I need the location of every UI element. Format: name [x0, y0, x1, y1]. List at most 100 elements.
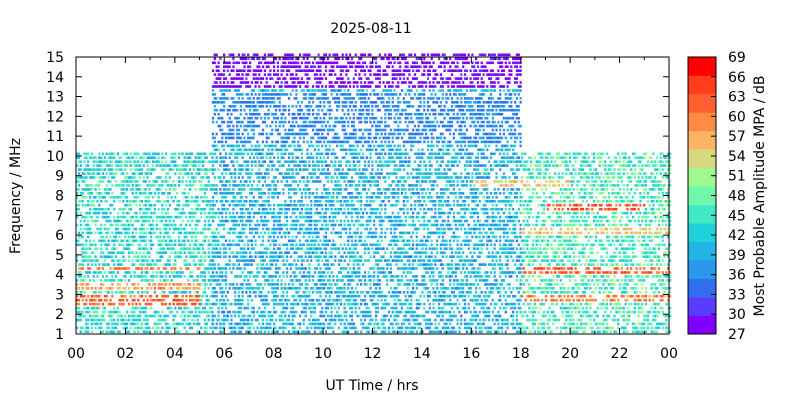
heatmap-cell	[194, 291, 197, 294]
heatmap-cell	[276, 77, 279, 80]
heatmap-cell	[263, 200, 266, 203]
heatmap-cell	[287, 168, 291, 171]
heatmap-cell	[92, 243, 95, 247]
heatmap-cell	[133, 275, 136, 278]
heatmap-cell	[243, 69, 246, 72]
heatmap-cell	[315, 326, 318, 330]
heatmap-cell	[219, 152, 222, 156]
heatmap-cell	[223, 156, 226, 159]
heatmap-cell	[339, 120, 342, 124]
heatmap-cell	[265, 251, 268, 254]
heatmap-cell	[313, 196, 316, 199]
heatmap-cell	[256, 287, 259, 290]
heatmap-cell	[116, 306, 119, 310]
heatmap-cell	[139, 156, 142, 159]
heatmap-cell	[269, 61, 272, 65]
heatmap-cell	[241, 291, 244, 294]
heatmap-cell	[89, 196, 92, 199]
heatmap-cell	[181, 168, 184, 171]
heatmap-cell	[170, 243, 173, 247]
heatmap-cell	[153, 283, 156, 286]
heatmap-cell	[315, 132, 318, 136]
heatmap-cell	[133, 176, 136, 179]
heatmap-cell	[148, 294, 151, 298]
heatmap-cell	[326, 314, 329, 318]
heatmap-cell	[334, 97, 337, 100]
heatmap-cell	[187, 322, 190, 326]
heatmap-cell	[211, 61, 215, 65]
heatmap-cell	[315, 255, 318, 258]
heatmap-cell	[256, 112, 259, 116]
heatmap-cell	[328, 61, 331, 65]
heatmap-cell	[189, 211, 192, 215]
heatmap-cell	[326, 287, 329, 290]
heatmap-cell	[310, 322, 313, 326]
heatmap-cell	[245, 164, 248, 167]
heatmap-cell	[336, 247, 339, 250]
heatmap-cell	[211, 255, 215, 258]
heatmap-cell	[328, 164, 331, 167]
heatmap-cell	[261, 176, 265, 179]
heatmap-cell	[187, 314, 190, 318]
heatmap-cell	[263, 112, 266, 116]
heatmap-cell	[176, 271, 179, 274]
heatmap-cell	[302, 89, 305, 92]
heatmap-cell	[310, 310, 313, 314]
heatmap-cell	[337, 85, 341, 88]
heatmap-cell	[166, 314, 169, 318]
heatmap-cell	[243, 148, 246, 152]
heatmap-cell	[273, 69, 276, 72]
heatmap-cell	[127, 330, 131, 334]
heatmap-cell	[215, 101, 218, 104]
heatmap-cell	[177, 215, 181, 219]
heatmap-cell	[286, 65, 289, 68]
heatmap-cell	[302, 203, 305, 207]
heatmap-cell	[339, 279, 342, 282]
heatmap-cell	[76, 180, 79, 183]
heatmap-cell	[152, 267, 155, 270]
heatmap-cell	[153, 207, 156, 211]
heatmap-cell	[289, 227, 292, 231]
heatmap-cell	[213, 215, 216, 219]
heatmap-cell	[192, 322, 195, 326]
heatmap-cell	[202, 231, 205, 235]
heatmap-cell	[103, 156, 106, 159]
heatmap-cell	[228, 85, 231, 88]
heatmap-cell	[254, 287, 257, 290]
heatmap-cell	[312, 318, 315, 322]
heatmap-cell	[161, 180, 164, 183]
heatmap-cell	[321, 223, 324, 227]
heatmap-cell	[230, 219, 233, 223]
heatmap-cell	[224, 215, 228, 219]
heatmap-cell	[155, 330, 158, 334]
heatmap-cell	[211, 294, 215, 298]
heatmap-cell	[223, 89, 226, 92]
heatmap-cell	[168, 275, 171, 278]
heatmap-cell	[332, 89, 335, 92]
heatmap-cell	[83, 196, 86, 199]
heatmap-cell	[267, 275, 270, 278]
heatmap-cell	[174, 160, 177, 163]
heatmap-cell	[261, 200, 265, 203]
heatmap-cell	[221, 219, 224, 223]
heatmap-cell	[237, 97, 240, 100]
heatmap-cell	[150, 192, 153, 195]
heatmap-cell	[299, 132, 302, 136]
heatmap-cell	[161, 207, 164, 211]
heatmap-cell	[330, 251, 333, 254]
heatmap-cell	[85, 152, 88, 156]
heatmap-cell	[124, 326, 127, 330]
heatmap-cell	[94, 223, 97, 227]
heatmap-cell	[90, 322, 93, 326]
heatmap-cell	[243, 140, 246, 144]
heatmap-cell	[273, 219, 276, 223]
heatmap-cell	[313, 65, 316, 68]
heatmap-cell	[247, 279, 250, 282]
heatmap-cell	[258, 180, 261, 183]
heatmap-cell	[168, 310, 171, 314]
heatmap-cell	[161, 255, 164, 258]
heatmap-cell	[224, 89, 228, 92]
heatmap-cell	[258, 172, 261, 175]
heatmap-cell	[179, 243, 182, 247]
heatmap-cell	[232, 77, 235, 80]
